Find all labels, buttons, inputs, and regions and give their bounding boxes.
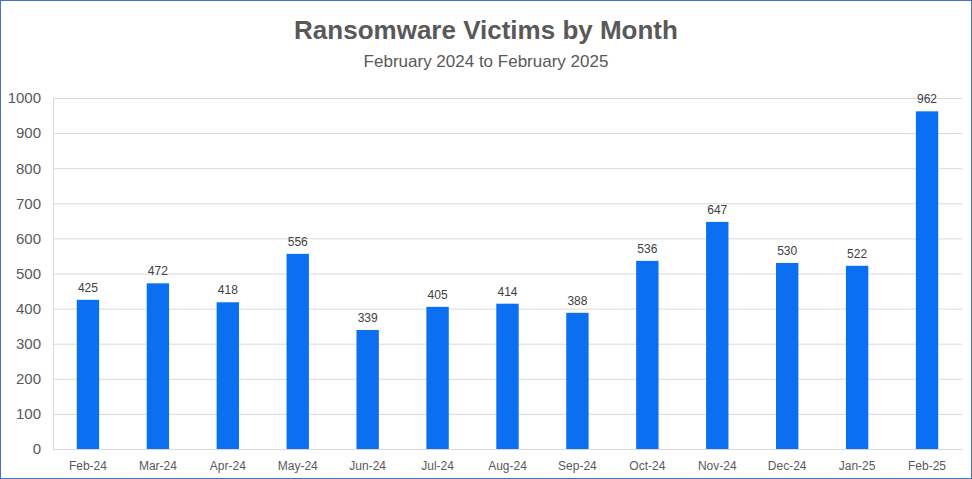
x-tick-label: Dec-24 <box>768 459 807 473</box>
y-tick-label: 900 <box>16 124 41 141</box>
y-tick: 800 <box>16 160 53 177</box>
chart: Ransomware Victims by Month February 2024… <box>0 0 972 479</box>
x-tick: Dec-24 <box>768 449 807 473</box>
data-label: 647 <box>707 203 727 217</box>
y-tick-label: 1000 <box>8 89 41 106</box>
x-tick: Oct-24 <box>629 449 665 473</box>
grid-line <box>53 449 962 450</box>
x-tick: Jul-24 <box>421 449 454 473</box>
grid-line <box>53 238 962 239</box>
y-tick: 200 <box>16 370 53 387</box>
data-label: 530 <box>777 244 797 258</box>
bar <box>776 263 798 449</box>
y-tick-label: 400 <box>16 300 41 317</box>
y-tick: 300 <box>16 335 53 352</box>
bar <box>426 307 448 449</box>
x-tick: May-24 <box>278 449 318 473</box>
y-axis-line <box>53 99 54 450</box>
x-tick-label: Sep-24 <box>558 459 597 473</box>
grid <box>53 99 962 450</box>
data-labels: 425 472 418 556 339 405 414 388 536 647 530 522 962 <box>78 92 937 325</box>
data-label: 556 <box>288 235 308 249</box>
x-tick: Jan-25 <box>839 449 876 473</box>
bars <box>77 111 938 449</box>
grid-line <box>53 133 962 134</box>
bar <box>916 111 938 449</box>
data-label: 962 <box>917 92 937 106</box>
bar <box>147 283 169 449</box>
bar <box>566 313 588 449</box>
data-label: 414 <box>497 285 517 299</box>
x-tick-label: Aug-24 <box>488 459 527 473</box>
y-tick: 600 <box>16 230 53 247</box>
bar <box>846 266 868 449</box>
y-tick-label: 200 <box>16 370 41 387</box>
subtitle: February 2024 to February 2025 <box>364 52 609 71</box>
y-tick: 1000 <box>8 89 53 106</box>
x-tick-label: Jun-24 <box>349 459 386 473</box>
x-tick-label: Feb-24 <box>69 459 107 473</box>
y-tick-label: 100 <box>16 405 41 422</box>
x-axis-line <box>54 449 963 450</box>
x-tick: Feb-25 <box>908 449 946 473</box>
x-axis: Feb-24 Mar-24 Apr-24 May-24 Jun-24 Jul-24 Aug-… <box>54 449 963 473</box>
y-tick-label: 300 <box>16 335 41 352</box>
x-tick: Nov-24 <box>698 449 737 473</box>
x-tick-label: Nov-24 <box>698 459 737 473</box>
x-tick: Feb-24 <box>69 449 107 473</box>
x-tick: Jun-24 <box>349 449 386 473</box>
y-tick: 700 <box>16 195 53 212</box>
x-tick: Apr-24 <box>210 449 246 473</box>
grid-line <box>53 203 962 204</box>
bar <box>77 300 99 449</box>
grid-line <box>53 98 962 99</box>
y-tick-label: 500 <box>16 265 41 282</box>
frame <box>1 1 972 479</box>
y-tick-label: 0 <box>33 440 41 457</box>
data-label: 522 <box>847 247 867 261</box>
x-tick-label: Oct-24 <box>629 459 665 473</box>
x-tick-label: Apr-24 <box>210 459 246 473</box>
grid-line <box>53 168 962 169</box>
y-tick-label: 600 <box>16 230 41 247</box>
y-tick: 0 <box>33 440 53 457</box>
data-label: 418 <box>218 283 238 297</box>
data-label: 339 <box>358 311 378 325</box>
bar <box>356 330 378 449</box>
y-tick-label: 700 <box>16 195 41 212</box>
y-tick: 100 <box>16 405 53 422</box>
data-label: 425 <box>78 281 98 295</box>
x-tick-label: May-24 <box>278 459 318 473</box>
data-label: 405 <box>428 288 448 302</box>
y-tick-label: 800 <box>16 160 41 177</box>
title: Ransomware Victims by Month <box>294 15 678 45</box>
y-tick: 900 <box>16 124 53 141</box>
data-label: 536 <box>637 242 657 256</box>
bar <box>496 304 518 449</box>
bar <box>217 302 239 449</box>
data-label: 388 <box>567 294 587 308</box>
x-tick-label: Jul-24 <box>421 459 454 473</box>
y-tick: 400 <box>16 300 53 317</box>
x-tick: Mar-24 <box>139 449 177 473</box>
x-tick-label: Mar-24 <box>139 459 177 473</box>
x-tick: Aug-24 <box>488 449 527 473</box>
bar <box>636 261 658 449</box>
x-tick: Sep-24 <box>558 449 597 473</box>
grid-line <box>53 274 962 275</box>
y-axis: 0 100 200 300 400 500 600 700 800 900 1000 <box>8 89 54 457</box>
x-tick-label: Feb-25 <box>908 459 946 473</box>
bar <box>287 254 309 449</box>
y-tick: 500 <box>16 265 53 282</box>
data-label: 472 <box>148 264 168 278</box>
bar <box>706 222 728 449</box>
x-tick-label: Jan-25 <box>839 459 876 473</box>
